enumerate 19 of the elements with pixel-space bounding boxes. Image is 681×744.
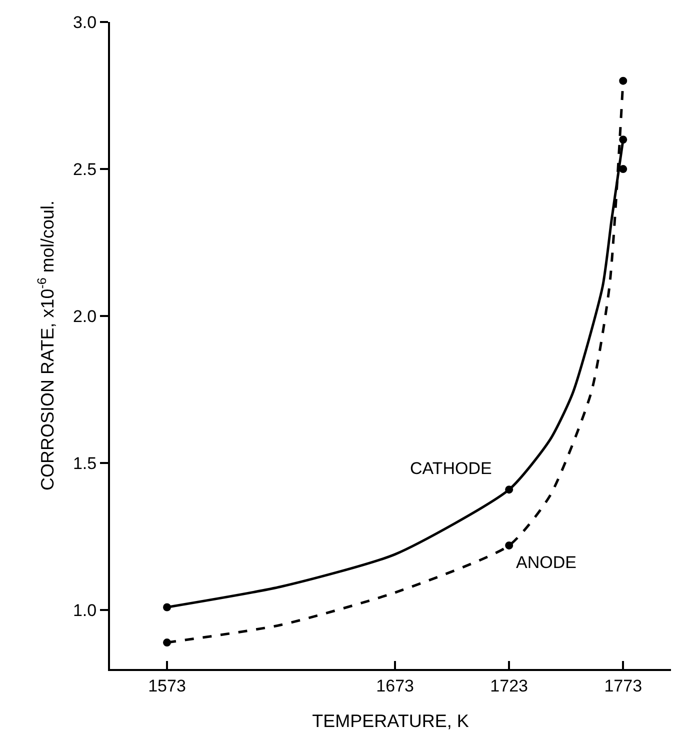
y-tick-label: 3.0: [72, 12, 97, 32]
y-tick-label: 1.0: [72, 601, 97, 620]
x-axis-title: TEMPERATURE, K: [312, 711, 469, 731]
point: [619, 76, 628, 85]
point: [619, 165, 628, 174]
y-tick-label: 2.0: [72, 307, 97, 326]
series-label: CATHODE: [410, 459, 492, 478]
x-tick-label: 1723: [490, 676, 528, 696]
x-tick-label: 1773: [604, 676, 642, 696]
x-tick-label: 1673: [376, 676, 414, 696]
point: [505, 541, 514, 550]
series-label: ANODE: [516, 553, 576, 572]
point: [505, 486, 514, 494]
y-tick-label: 2.5: [72, 160, 97, 179]
y-tick-label: 1.5: [72, 454, 97, 474]
x-tick-label: 1573: [148, 676, 186, 696]
point: [619, 136, 628, 144]
point: [163, 603, 172, 612]
point: [163, 638, 172, 647]
